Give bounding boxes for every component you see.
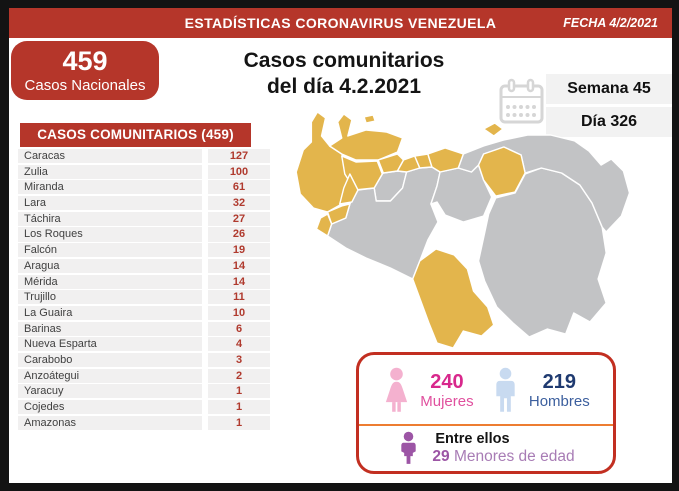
header-bar: ESTADÍSTICAS CORONAVIRUS VENEZUELA FECHA…	[9, 8, 672, 38]
table-row: Miranda 61	[18, 180, 279, 195]
men-label: Hombres	[528, 393, 590, 411]
woman-icon	[386, 367, 408, 412]
state-cases-value: 1	[208, 384, 270, 399]
state-cases-value: 32	[208, 196, 270, 211]
state-cases-value: 61	[208, 180, 270, 195]
national-cases-box: 459 Casos Nacionales	[11, 41, 159, 100]
minors-intro: Entre ellos	[435, 431, 510, 448]
women-label: Mujeres	[420, 393, 474, 411]
state-name: Cojedes	[18, 400, 202, 415]
state-cases-value: 10	[208, 305, 270, 320]
gender-breakdown-box: 240 Mujeres 219 Hombres	[356, 352, 616, 474]
state-name: Aragua	[18, 258, 202, 273]
state-name: Anzoátegui	[18, 368, 202, 383]
state-cases-value: 127	[208, 149, 270, 164]
header-date: FECHA 4/2/2021	[563, 16, 658, 30]
national-cases-label: Casos Nacionales	[24, 76, 146, 94]
state-cases-value: 1	[208, 415, 270, 430]
page-title-line1: Casos comunitarios	[243, 49, 445, 72]
state-name: Miranda	[18, 180, 202, 195]
state-cases-value: 1	[208, 400, 270, 415]
state-cases-value: 11	[208, 290, 270, 305]
table-row: Mérida 14	[18, 274, 279, 289]
map-region-miranda-caracas	[427, 147, 465, 173]
table-row: Falcón 19	[18, 243, 279, 258]
header-title: ESTADÍSTICAS CORONAVIRUS VENEZUELA	[184, 15, 497, 31]
state-cases-value: 26	[208, 227, 270, 242]
state-cases-value: 3	[208, 352, 270, 368]
orange-divider	[359, 424, 613, 427]
state-cases-value: 14	[208, 274, 270, 289]
man-icon	[496, 367, 515, 412]
state-name: La Guaira	[18, 305, 202, 320]
state-cases-value: 100	[208, 164, 270, 179]
minors-value: 29	[432, 448, 450, 466]
map-region-falcon	[328, 113, 404, 161]
map-region-carabobo	[396, 155, 421, 173]
state-cases-value: 27	[208, 211, 270, 226]
men-stat: 219 Hombres	[491, 367, 590, 414]
state-name: Caracas	[18, 149, 202, 164]
state-cases-value: 2	[208, 368, 270, 383]
state-name: Yaracuy	[18, 384, 202, 399]
child-icon	[401, 431, 417, 464]
week-counter: Semana 45	[546, 74, 672, 104]
state-name: Amazonas	[18, 415, 202, 430]
table-row: Caracas 127	[18, 149, 279, 164]
state-cases-value: 4	[208, 337, 270, 352]
table-row: Trujillo 11	[18, 290, 279, 305]
minors-label: Menores de edad	[449, 448, 575, 466]
table-row: Táchira 27	[18, 211, 279, 226]
men-value: 219	[542, 371, 576, 394]
state-cases-value: 19	[208, 243, 270, 258]
table-row: Cojedes 1	[18, 400, 279, 415]
venezuela-map	[295, 111, 631, 349]
map-region-zulia	[295, 111, 352, 213]
state-name: Carabobo	[18, 352, 202, 368]
table-row: La Guaira 10	[18, 305, 279, 320]
cases-table: Caracas 127 Zulia 100 Miranda 61 Lara 32…	[18, 149, 279, 431]
state-cases-value: 6	[208, 321, 270, 336]
table-row: Lara 32	[18, 196, 279, 211]
state-cases-value: 14	[208, 258, 270, 273]
state-name: Zulia	[18, 164, 202, 179]
gender-top-section: 240 Mujeres 219 Hombres	[359, 355, 613, 424]
calendar-icon	[499, 78, 544, 124]
page-title: Casos comunitarios del día 4.2.2021	[184, 48, 504, 100]
state-name: Trujillo	[18, 290, 202, 305]
state-name: Falcón	[18, 243, 202, 258]
state-name: Nueva Esparta	[18, 337, 202, 352]
table-row: Anzoátegui 2	[18, 368, 279, 383]
map-region-tachira	[315, 213, 333, 237]
table-row: Los Roques 26	[18, 227, 279, 242]
map-region-trujillo	[339, 173, 359, 205]
table-row: Barinas 6	[18, 321, 279, 336]
table-row: Aragua 14	[18, 258, 279, 273]
state-name: Barinas	[18, 321, 202, 336]
state-name: Los Roques	[18, 227, 202, 242]
table-row: Carabobo 3	[18, 352, 279, 368]
state-name: Táchira	[18, 211, 202, 226]
map-region-los-roques	[363, 114, 376, 124]
national-cases-value: 459	[62, 45, 108, 76]
minors-line: 29 Menores de edad	[432, 448, 574, 466]
table-row: Yaracuy 1	[18, 384, 279, 399]
women-stat: 240 Mujeres	[382, 367, 474, 414]
table-header: CASOS COMUNITARIOS (459)	[20, 123, 251, 147]
page-title-line2: del día 4.2.2021	[266, 75, 422, 98]
map-region-anzoategui	[477, 146, 526, 197]
women-value: 240	[430, 371, 464, 394]
minors-section: Entre ellos 29 Menores de edad	[359, 426, 613, 471]
day-counter: Día 326	[546, 107, 672, 137]
map-region-amazonas	[411, 248, 495, 349]
map-region-nueva-esparta	[482, 122, 504, 137]
infographic-canvas: ESTADÍSTICAS CORONAVIRUS VENEZUELA FECHA…	[9, 8, 672, 483]
table-row: Nueva Esparta 4	[18, 337, 279, 352]
state-name: Mérida	[18, 274, 202, 289]
state-name: Lara	[18, 196, 202, 211]
table-row: Amazonas 1	[18, 415, 279, 430]
table-row: Zulia 100	[18, 164, 279, 179]
